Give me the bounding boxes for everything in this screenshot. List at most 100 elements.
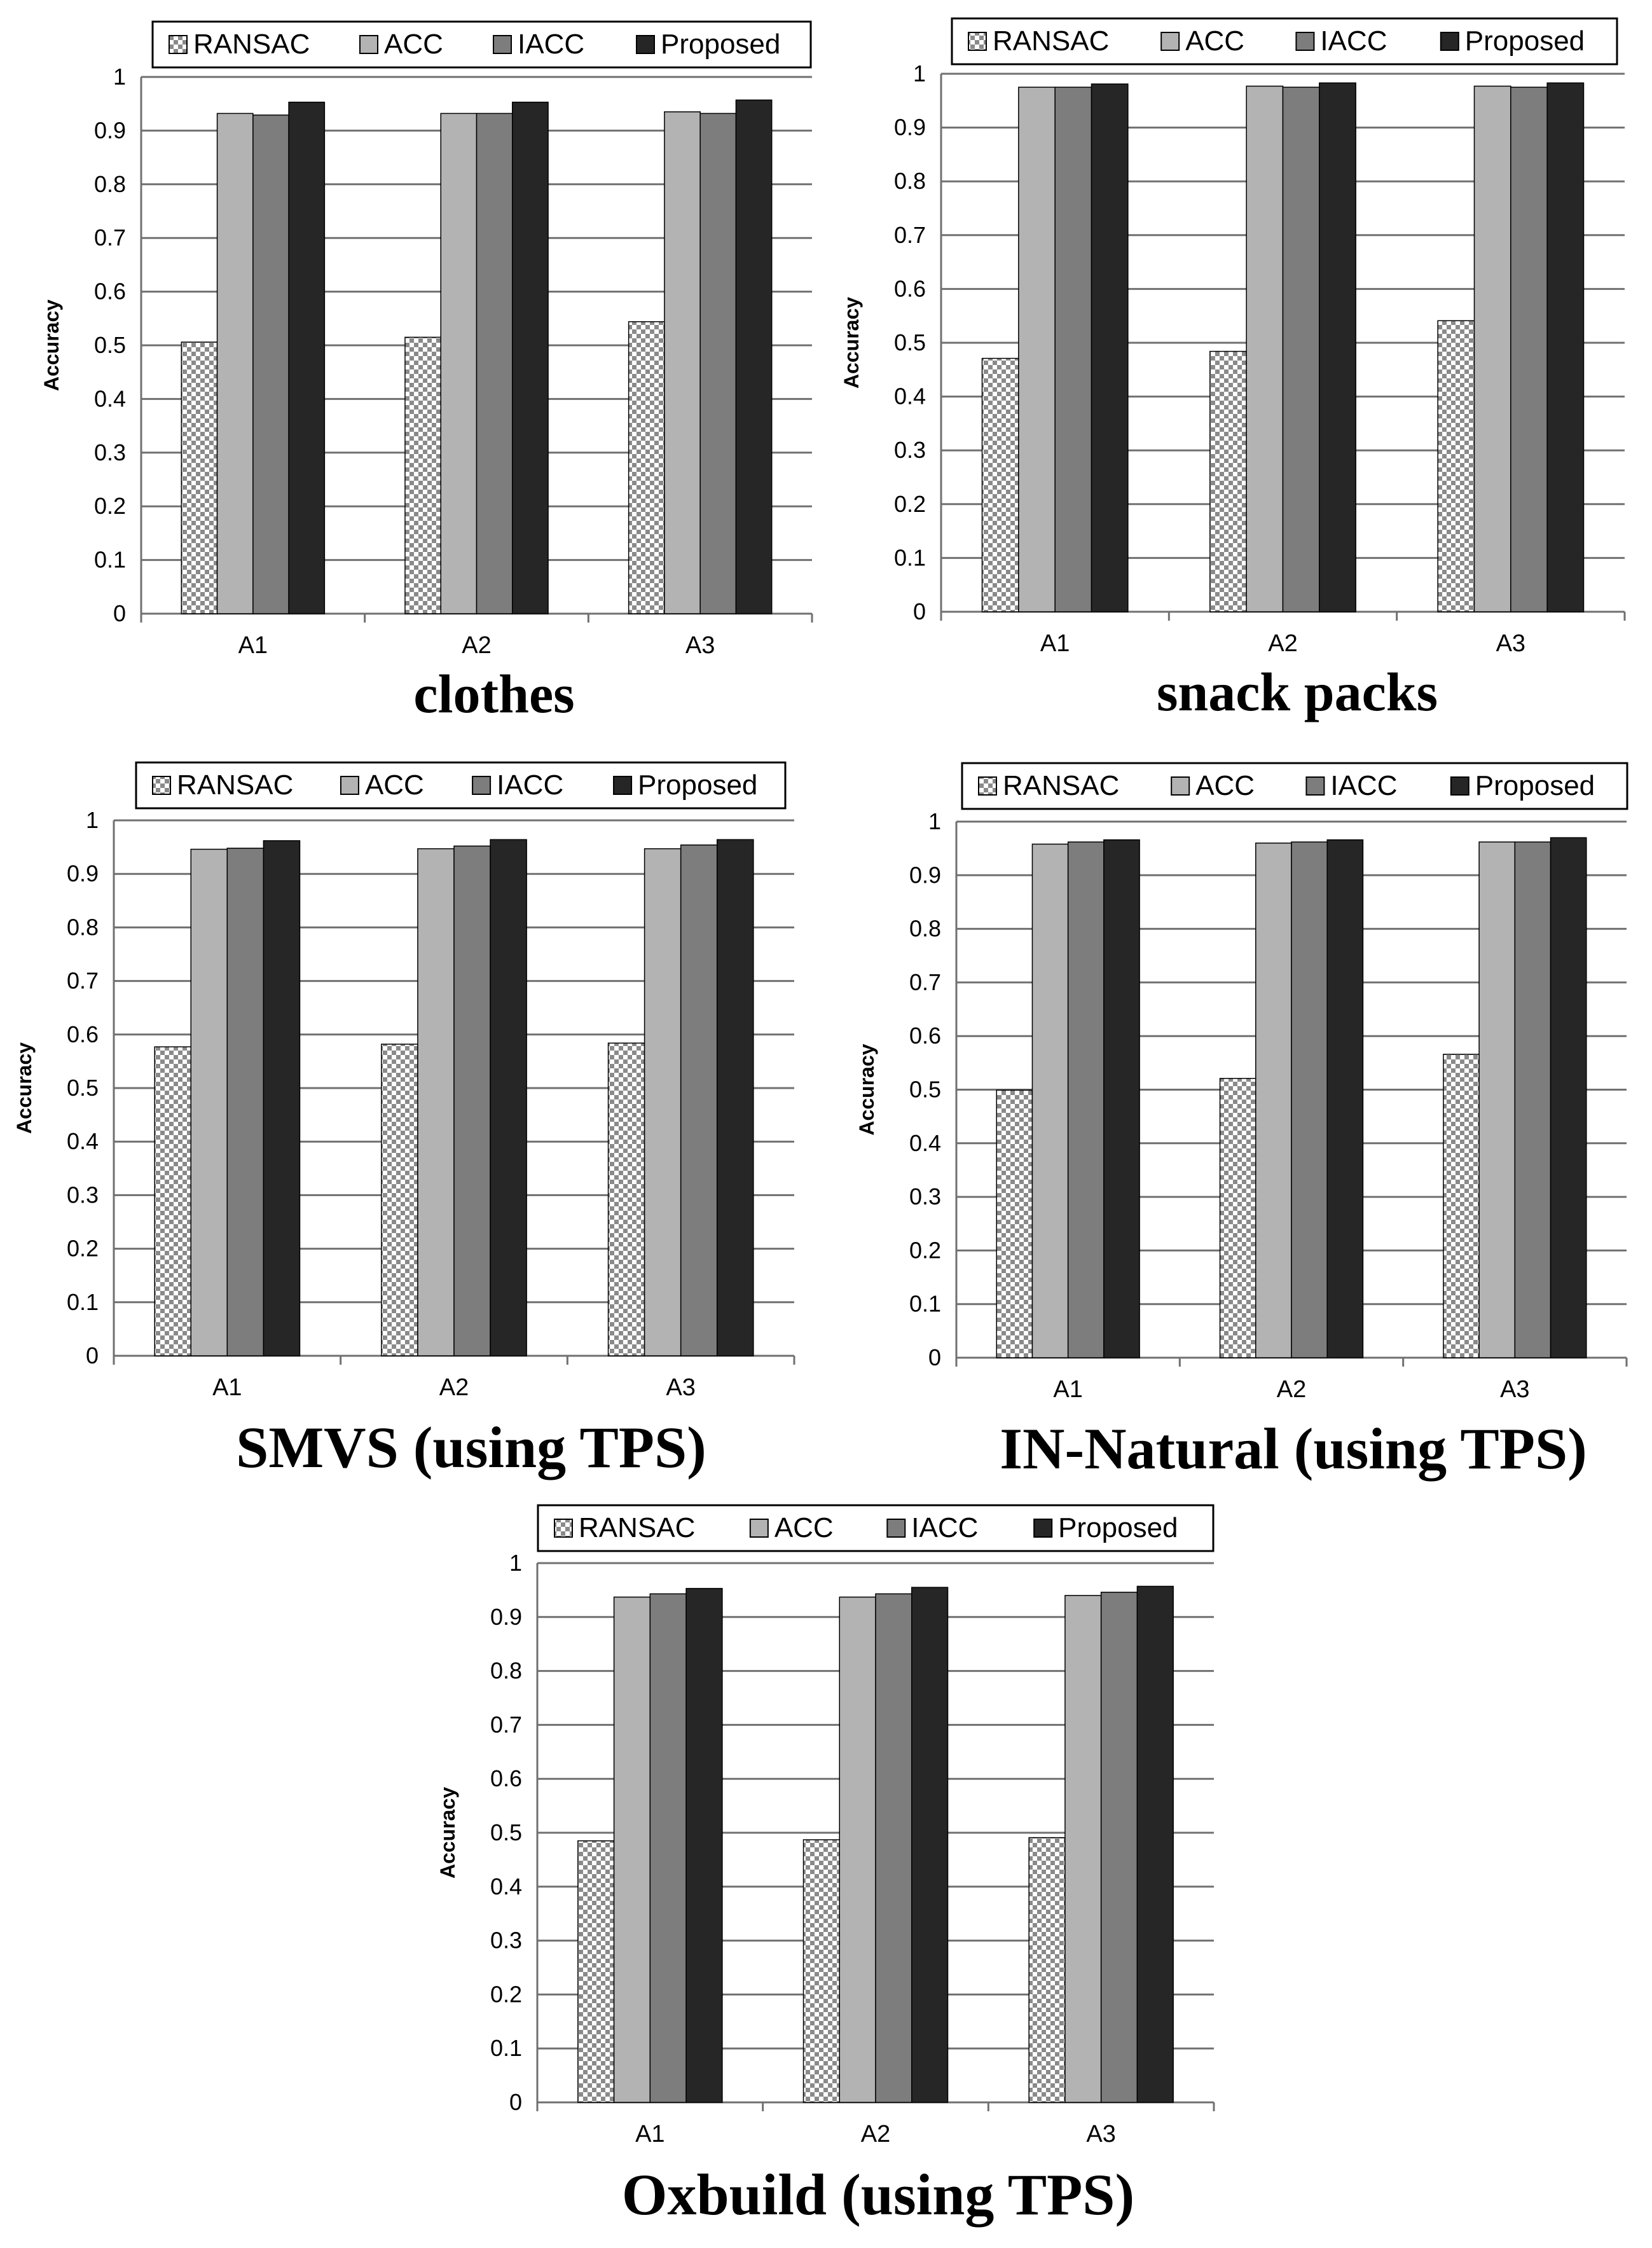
y-tick-label: 1 bbox=[913, 60, 926, 86]
bar-proposed bbox=[735, 99, 773, 614]
legend-swatch bbox=[1295, 32, 1315, 51]
bar-acc bbox=[664, 111, 701, 614]
bar-ransac bbox=[1219, 1078, 1256, 1358]
chart-panel: 0 0.1 0.2 0.3 0.4 0.5 0.6 0.7 0.8 0.9 1 Accuracy A1 A… bbox=[840, 17, 1626, 722]
x-tick-label: A2 bbox=[439, 1374, 469, 1401]
x-tick-label: A3 bbox=[666, 1374, 695, 1401]
legend-label: RANSAC bbox=[579, 1512, 695, 1543]
legend-swatch bbox=[968, 32, 987, 51]
bar-ransac bbox=[154, 1046, 192, 1356]
bar-ransac bbox=[981, 357, 1019, 612]
x-tick-label: A1 bbox=[1053, 1376, 1082, 1403]
x-tick-label: A1 bbox=[212, 1374, 242, 1401]
x-tick-label: A1 bbox=[1040, 630, 1070, 657]
legend-swatch bbox=[978, 776, 997, 796]
chart-title: clothes bbox=[413, 663, 574, 724]
legend-box bbox=[537, 1504, 1215, 1552]
x-tick-label: A1 bbox=[635, 2121, 664, 2148]
legend-swatch bbox=[1171, 776, 1190, 796]
y-axis-label: Accuracy bbox=[13, 1042, 36, 1134]
x-tick-label: A3 bbox=[1500, 1376, 1529, 1403]
bar-ransac bbox=[607, 1042, 645, 1356]
bar-iacc bbox=[226, 848, 265, 1356]
bar-proposed bbox=[512, 101, 549, 614]
bar-proposed bbox=[1103, 839, 1140, 1358]
chart-title: snack packs bbox=[1157, 661, 1438, 722]
bar-acc bbox=[1246, 85, 1284, 612]
bar-ransac bbox=[802, 1839, 841, 2103]
chart-title: IN-Natural (using TPS) bbox=[1000, 1416, 1587, 1481]
y-tick-label: 0.3 bbox=[67, 1182, 99, 1208]
x-tick-label: A3 bbox=[685, 632, 715, 659]
y-tick-label: 0.7 bbox=[67, 968, 99, 994]
y-tick-label: 0.8 bbox=[490, 1658, 522, 1684]
y-tick-label: 0.2 bbox=[94, 493, 126, 519]
legend-label: Proposed bbox=[638, 769, 757, 801]
y-tick-label: 0.5 bbox=[67, 1075, 99, 1101]
y-tick-label: 0.2 bbox=[67, 1236, 99, 1262]
legend-swatch bbox=[1033, 1519, 1053, 1538]
y-tick-label: 0.8 bbox=[67, 914, 99, 940]
bar-iacc bbox=[680, 844, 718, 1356]
bar-acc bbox=[1473, 85, 1511, 612]
bar-acc bbox=[644, 848, 682, 1356]
bar-acc bbox=[417, 848, 455, 1356]
y-tick-label: 0.1 bbox=[490, 2035, 522, 2061]
legend-swatch bbox=[1160, 32, 1180, 51]
y-tick-label: 0 bbox=[86, 1342, 99, 1369]
x-tick-label: A1 bbox=[238, 632, 268, 659]
y-tick-label: 0.6 bbox=[490, 1765, 522, 1791]
y-tick-label: 0.1 bbox=[909, 1291, 941, 1317]
bar-ransac bbox=[628, 321, 665, 614]
chart-panel: 0 0.1 0.2 0.3 0.4 0.5 0.6 0.7 0.8 0.9 1 Accuracy A1 A… bbox=[40, 20, 813, 724]
legend-swatch bbox=[554, 1519, 573, 1538]
legend-label: RANSAC bbox=[993, 25, 1109, 57]
x-tick-label: A3 bbox=[1496, 630, 1525, 657]
bar-iacc bbox=[1291, 841, 1328, 1358]
legend-label: ACC bbox=[774, 1512, 834, 1543]
bar-acc bbox=[1031, 843, 1069, 1358]
y-tick-label: 1 bbox=[113, 64, 126, 90]
y-tick-label: 0.4 bbox=[490, 1873, 522, 1900]
bar-ransac bbox=[577, 1840, 615, 2103]
legend-swatch bbox=[493, 35, 512, 54]
y-tick-label: 0 bbox=[913, 598, 926, 624]
legend-label: IACC bbox=[518, 29, 584, 60]
y-tick-label: 0.1 bbox=[67, 1289, 99, 1315]
y-tick-label: 0.6 bbox=[94, 279, 126, 305]
legend-label: IACC bbox=[911, 1512, 978, 1543]
x-tick-label: A2 bbox=[1277, 1376, 1306, 1403]
y-tick-label: 0.5 bbox=[94, 332, 126, 358]
y-tick-label: 0.8 bbox=[894, 168, 926, 194]
bar-iacc bbox=[476, 113, 513, 614]
legend-label: RANSAC bbox=[1003, 770, 1119, 801]
legend-label: ACC bbox=[1185, 25, 1244, 57]
x-tick-label: A2 bbox=[462, 632, 491, 659]
y-tick-label: 0.2 bbox=[894, 491, 926, 517]
legend-swatch bbox=[613, 776, 633, 795]
y-tick-label: 0.3 bbox=[490, 1927, 522, 1954]
bar-acc bbox=[1018, 86, 1056, 612]
y-tick-label: 0.5 bbox=[490, 1819, 522, 1845]
bar-acc bbox=[1255, 842, 1292, 1358]
y-tick-label: 0.9 bbox=[490, 1604, 522, 1630]
legend-label: ACC bbox=[365, 769, 424, 801]
bar-proposed bbox=[685, 1588, 723, 2103]
legend-box bbox=[951, 17, 1618, 66]
y-tick-label: 0.2 bbox=[909, 1237, 941, 1263]
bar-iacc bbox=[1067, 841, 1105, 1358]
legend-swatch bbox=[1440, 32, 1459, 51]
legend-label: IACC bbox=[497, 769, 563, 801]
legend-swatch bbox=[152, 776, 171, 795]
y-tick-label: 0.4 bbox=[909, 1130, 941, 1156]
y-tick-label: 0.3 bbox=[909, 1183, 941, 1210]
y-axis-label: Accuracy bbox=[40, 300, 63, 391]
bar-acc bbox=[839, 1596, 876, 2103]
y-tick-label: 0 bbox=[113, 600, 126, 626]
x-tick-label: A2 bbox=[1268, 630, 1297, 657]
legend-label: Proposed bbox=[1475, 770, 1595, 801]
chart-panel: 0 0.1 0.2 0.3 0.4 0.5 0.6 0.7 0.8 0.9 1 Accuracy A1 A… bbox=[13, 761, 795, 1480]
legend-box bbox=[151, 20, 812, 69]
y-tick-label: 0.3 bbox=[94, 439, 126, 465]
